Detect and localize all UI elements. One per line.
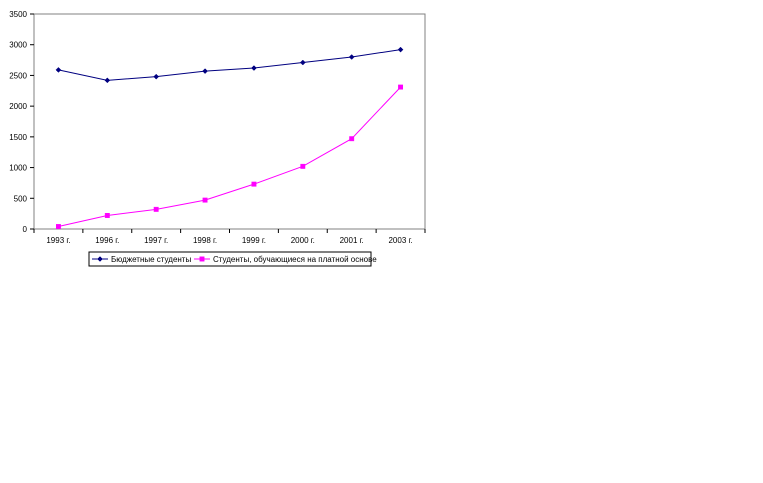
data-point: [55, 224, 61, 229]
series-layer: [55, 46, 404, 229]
x-tick-label: 2003 г.: [388, 236, 412, 245]
data-point: [299, 59, 306, 66]
series-2: [55, 84, 404, 229]
data-point: [251, 65, 257, 71]
y-tick-label: 0: [23, 225, 28, 234]
legend-marker: [199, 256, 205, 262]
data-point: [153, 73, 160, 80]
plot-area: [33, 13, 426, 230]
data-point: [300, 163, 306, 169]
y-tick-label: 1000: [9, 164, 27, 173]
x-tick-label: 2000 г.: [291, 236, 315, 245]
x-tick-label: 1999 г.: [242, 236, 266, 245]
legend-box: [88, 251, 372, 267]
data-point: [153, 206, 159, 212]
series-line: [58, 49, 401, 81]
legend-entry-2: Студенты, обучающиеся на платной основе: [194, 255, 377, 264]
x-tick-label: 1993 г.: [46, 236, 70, 245]
legend: Бюджетные студенты Студенты, обучающиеся …: [88, 251, 377, 267]
y-tick-label: 3000: [9, 41, 27, 50]
x-tick-label: 1997 г.: [144, 236, 168, 245]
data-point: [398, 84, 404, 90]
data-point: [348, 54, 355, 60]
legend-label: Студенты, обучающиеся на платной основе: [213, 255, 377, 264]
x-axis: 1993 г. 1996 г. 1997 г. 1998 г. 1999 г. 2000 …: [33, 229, 426, 245]
data-point: [251, 181, 257, 187]
y-tick-label: 500: [14, 194, 28, 203]
legend-label: Бюджетные студенты: [111, 255, 191, 264]
y-tick-label: 1500: [9, 133, 27, 142]
y-tick-label: 2000: [9, 102, 27, 111]
series-1: [55, 46, 404, 84]
data-point: [104, 77, 111, 84]
data-point: [202, 197, 208, 203]
y-tick-label: 3500: [9, 10, 27, 19]
data-point: [104, 213, 110, 218]
x-tick-label: 2001 г.: [340, 236, 364, 245]
data-point: [202, 68, 208, 74]
legend-marker: [97, 256, 103, 262]
y-axis: 0 500 1000 1500 2000 2500 3000 3500: [9, 10, 34, 234]
x-tick-label: 1996 г.: [95, 236, 119, 245]
y-tick-label: 2500: [9, 71, 27, 80]
series-line: [58, 86, 401, 228]
x-tick-label: 1998 г.: [193, 236, 217, 245]
legend-entry-1: Бюджетные студенты: [92, 255, 191, 264]
data-point: [55, 67, 62, 73]
data-point: [397, 46, 404, 53]
data-point: [349, 136, 355, 142]
